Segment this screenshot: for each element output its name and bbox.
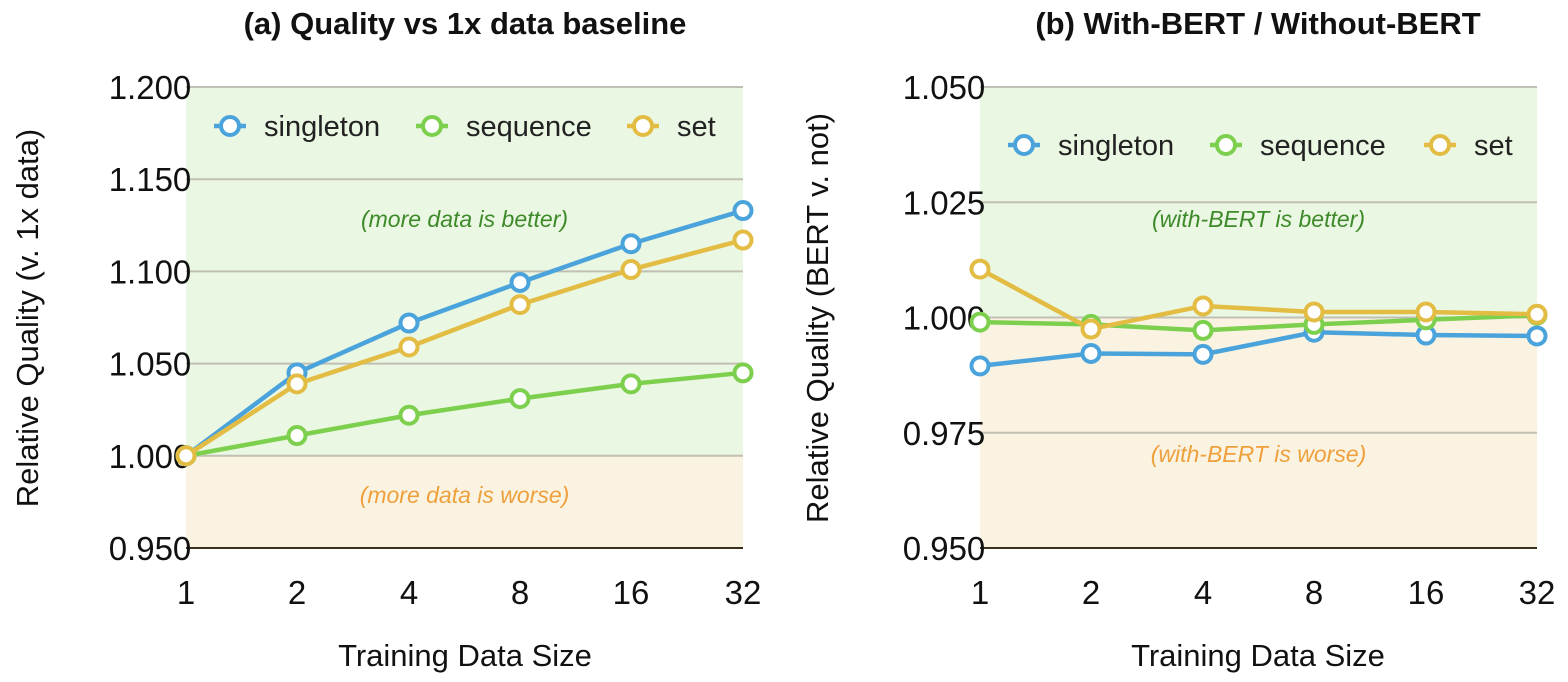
y-axis-label-a: Relative Quality (v. 1x data): [10, 129, 45, 507]
legend-label-set: set: [1474, 130, 1513, 162]
data-point-sequence: [286, 425, 308, 447]
data-point-singleton: [620, 233, 642, 255]
legend-marker-singleton: [219, 115, 241, 137]
series-line-sequence: [185, 370, 744, 459]
series-set-b: [969, 258, 1548, 340]
data-point-set: [1303, 301, 1325, 323]
x-axis-label-b: Training Data Size: [1131, 638, 1385, 673]
legend-marker-set: [632, 115, 654, 137]
data-point-set: [286, 373, 308, 395]
y-tick-label-b: 0.975: [903, 415, 986, 452]
data-point-singleton: [969, 355, 991, 377]
y-tick-label-a: 1.200: [109, 69, 192, 106]
legend-marker-singleton: [1013, 134, 1035, 156]
legend-a: singleton sequence set: [214, 111, 716, 143]
data-point-singleton: [509, 271, 531, 293]
legend-marker-sequence: [421, 115, 443, 137]
chart-panel-a: (a) Quality vs 1x data baseline Relative…: [10, 6, 761, 673]
series-line-singleton: [184, 208, 744, 458]
x-tick-label-b: 4: [1194, 574, 1212, 611]
x-tick-label-b: 2: [1082, 574, 1100, 611]
annotation-better-a: (more data is better): [361, 206, 568, 232]
legend-label-sequence: sequence: [1260, 130, 1386, 162]
data-point-singleton: [1080, 342, 1102, 364]
x-tick-label-a: 2: [288, 574, 306, 611]
y-tick-label-b: 0.950: [903, 530, 986, 567]
y-tick-label-b: 1.025: [903, 184, 986, 221]
x-tick-label-a: 4: [400, 574, 418, 611]
y-tick-label-a: 0.950: [109, 530, 192, 567]
worse-region-a: [186, 455, 743, 548]
data-point-sequence: [398, 404, 420, 426]
x-tick-label-b: 32: [1519, 574, 1556, 611]
chart-panel-b: (b) With-BERT / Without-BERT Relative Qu…: [800, 6, 1555, 673]
data-point-singleton: [732, 200, 754, 222]
data-point-sequence: [509, 388, 531, 410]
chart-title-b: (b) With-BERT / Without-BERT: [1035, 6, 1480, 41]
data-point-set: [732, 229, 754, 251]
data-point-set: [620, 259, 642, 281]
legend-b: singleton sequence set: [1008, 130, 1513, 162]
y-tick-label-a: 1.100: [109, 253, 192, 290]
legend-label-set: set: [677, 111, 716, 143]
data-point-set: [969, 258, 991, 280]
x-axis-label-a: Training Data Size: [338, 638, 592, 673]
series-line-set: [978, 267, 1538, 332]
y-axis-label-b: Relative Quality (BERT v. not): [800, 113, 835, 523]
legend-marker-sequence: [1215, 134, 1237, 156]
y-tick-label-a: 1.150: [109, 161, 192, 198]
data-point-set: [398, 336, 420, 358]
series-line-sequence: [979, 312, 1538, 333]
legend-label-singleton: singleton: [264, 111, 380, 143]
x-tick-label-b: 8: [1305, 574, 1323, 611]
data-point-singleton: [398, 312, 420, 334]
data-point-singleton: [1192, 343, 1214, 365]
x-tick-label-a: 1: [177, 574, 195, 611]
y-tick-label-b: 1.050: [903, 69, 986, 106]
chart-title-a: (a) Quality vs 1x data baseline: [244, 6, 687, 41]
legend-label-singleton: singleton: [1058, 130, 1174, 162]
annotation-better-b: (with-BERT is better): [1152, 206, 1365, 232]
annotation-worse-a: (more data is worse): [360, 482, 570, 508]
series-set-a: [175, 229, 754, 467]
data-point-sequence: [732, 362, 754, 384]
x-tick-label-a: 8: [511, 574, 529, 611]
data-point-sequence: [1192, 319, 1214, 341]
data-point-set: [1192, 295, 1214, 317]
y-tick-label-a: 1.050: [109, 346, 192, 383]
data-point-singleton: [1526, 325, 1548, 347]
data-point-set: [1080, 318, 1102, 340]
annotation-worse-b: (with-BERT is worse): [1151, 441, 1367, 467]
x-tick-label-b: 1: [971, 574, 989, 611]
x-tick-label-a: 32: [725, 574, 762, 611]
data-point-set: [175, 445, 197, 467]
series-line-singleton: [979, 330, 1538, 369]
legend-marker-set: [1429, 134, 1451, 156]
series-line-set: [184, 237, 744, 458]
data-point-sequence: [969, 311, 991, 333]
x-tick-label-b: 16: [1408, 574, 1445, 611]
legend-label-sequence: sequence: [466, 111, 592, 143]
x-tick-label-a: 16: [613, 574, 650, 611]
data-point-set: [509, 294, 531, 316]
data-point-sequence: [620, 373, 642, 395]
data-point-set: [1415, 301, 1437, 323]
plot-background-a: [186, 87, 743, 548]
data-point-set: [1526, 303, 1548, 325]
